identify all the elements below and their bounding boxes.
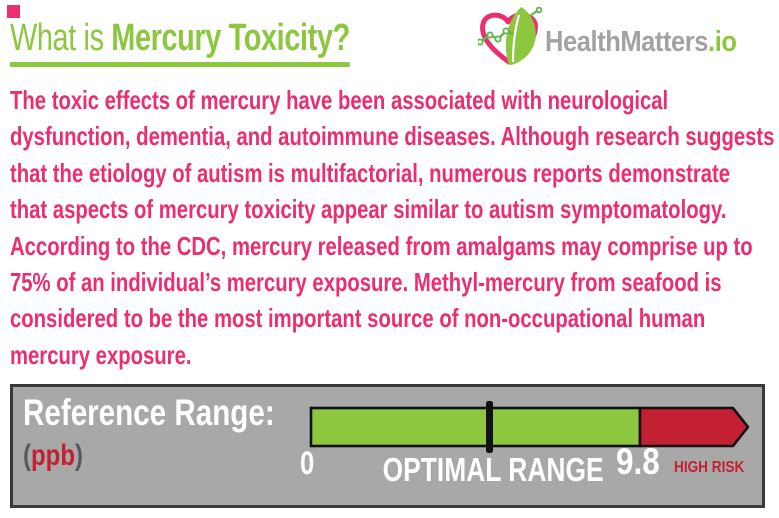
paragraph-line: that aspects of mercury toxicity appear … [10,194,727,225]
brand-name: HealthMatters [545,26,709,58]
gauge-min-label: 0 [300,445,315,481]
brand-wordmark: HealthMatters.io [545,26,763,59]
title-light: What is [10,17,112,59]
paragraph-line: According to the CDC, mercury released f… [10,230,753,261]
high-risk-label: HIGH RISK [674,459,745,476]
range-gauge [309,401,750,453]
accent-square [7,5,20,18]
unit-paren-close: ) [74,439,83,472]
paragraph-line: considered to be the most important sour… [10,303,706,334]
reference-panel: Reference Range: (ppb) 0 OPTIMAL RANGE 9… [10,384,765,508]
brand-suffix: .io [708,26,737,58]
title-bold: Mercury Toxicity? [111,17,350,59]
paragraph-line: The toxic effects of mercury have been a… [10,85,669,115]
optimal-bar [309,406,642,448]
paragraph-line: 75% of an individual’s mercury exposure.… [10,266,722,297]
paragraph-line: that the etiology of autism is multifact… [10,157,731,188]
paragraph-line: dysfunction, dementia, and autoimmune di… [10,121,775,152]
gauge-max-label: 9.8 [616,441,660,482]
paragraph-line: mercury exposure. [10,339,192,370]
heart-leaf-icon [478,6,543,65]
unit-paren-open: ( [23,439,31,472]
high-risk-arrow [638,406,750,448]
optimal-range-label: OPTIMAL RANGE [382,451,604,488]
unit-text: ppb [31,439,75,472]
reference-range-label: Reference Range: [23,392,275,433]
page-title: What is Mercury Toxicity? [10,16,457,67]
value-marker [486,401,493,453]
unit-label: (ppb) [23,439,98,473]
brand-logo: HealthMatters.io [478,6,770,70]
body-paragraph: The toxic effects of mercury have been a… [10,82,779,373]
